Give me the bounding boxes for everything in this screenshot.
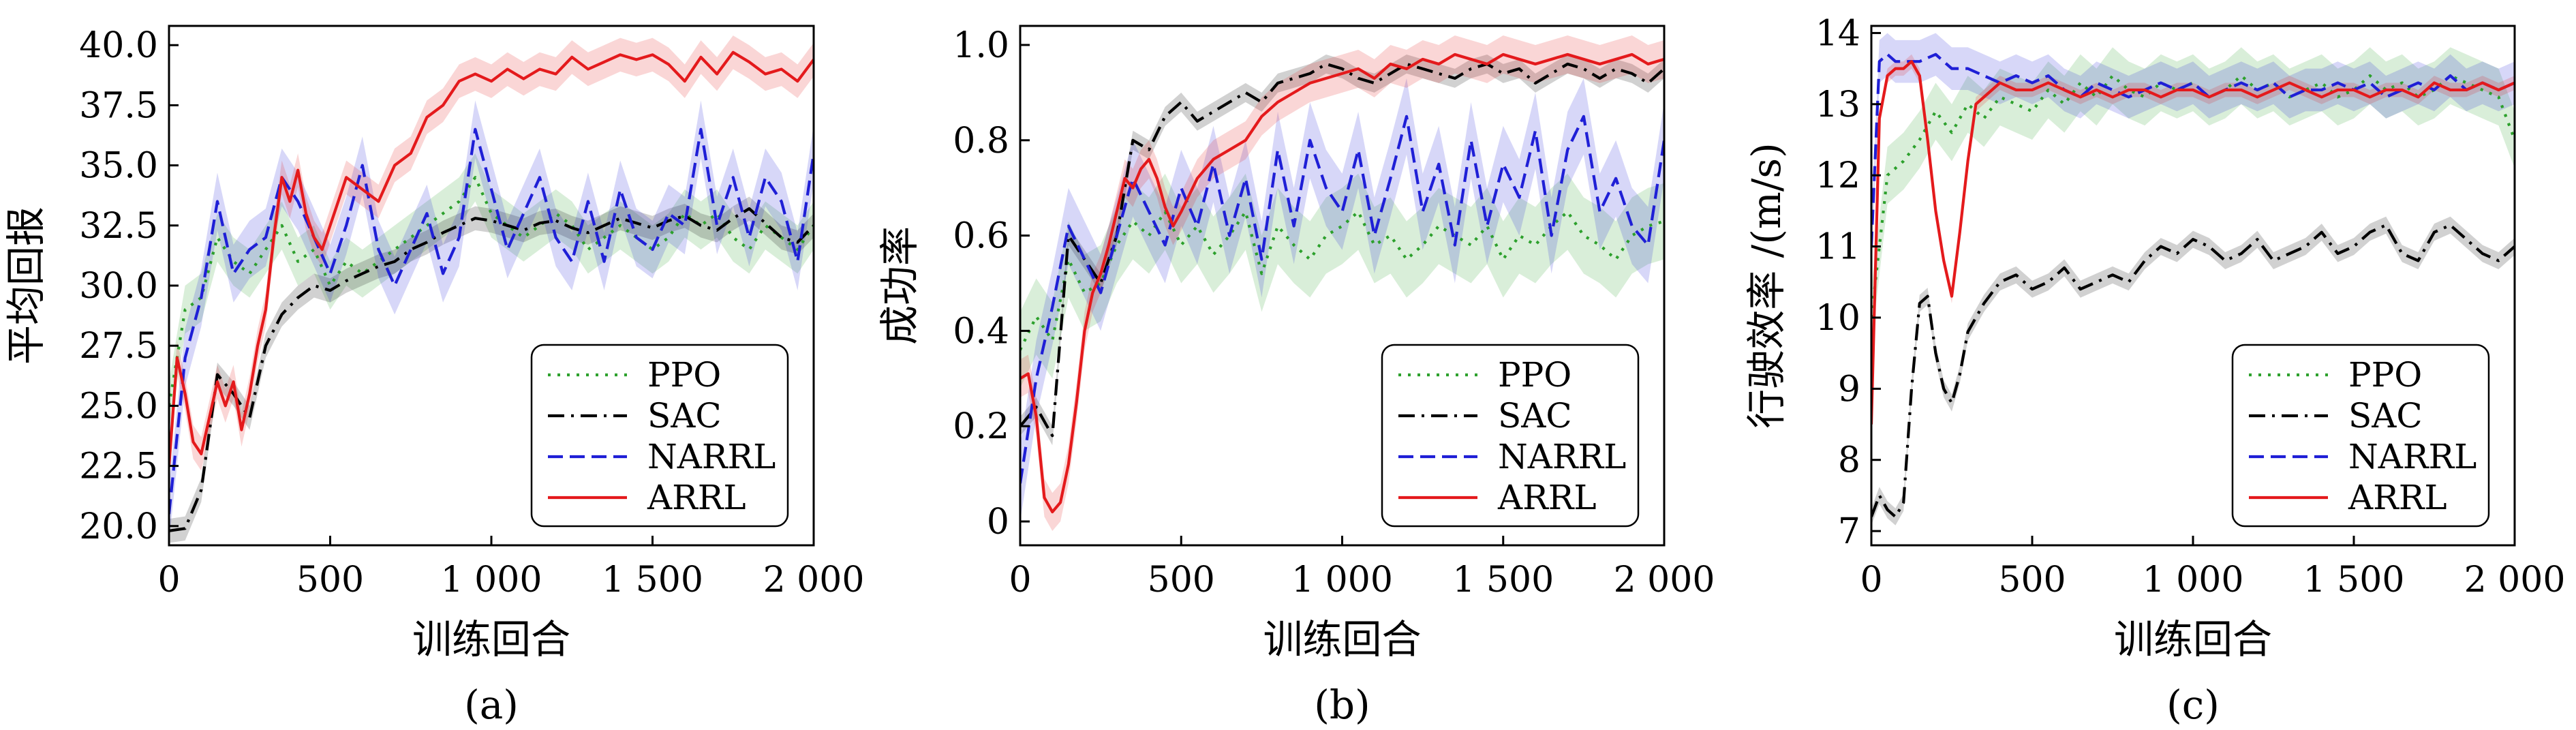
y-tick-label: 9 bbox=[1838, 369, 1860, 410]
series-sac bbox=[1871, 224, 2515, 519]
series-arrl bbox=[169, 50, 814, 466]
x-tick-label: 0 bbox=[157, 560, 180, 600]
y-tick-label: 0.6 bbox=[953, 216, 1009, 257]
legend-label-narrl: NARRL bbox=[647, 437, 776, 476]
y-tick-label: 35.0 bbox=[79, 146, 158, 187]
x-tick-label: 2 000 bbox=[1614, 560, 1715, 600]
series-narrl bbox=[169, 127, 814, 515]
y-tick-label: 0.2 bbox=[953, 406, 1009, 447]
legend-label-sac: SAC bbox=[647, 396, 722, 436]
y-tick-label: 11 bbox=[1815, 227, 1860, 268]
y-tick-label: 37.5 bbox=[79, 85, 158, 126]
x-axis-label: 训练回合 bbox=[412, 616, 570, 663]
y-tick-label: 0.4 bbox=[953, 311, 1009, 352]
band-ppo bbox=[169, 153, 814, 430]
x-tick-label: 1 500 bbox=[602, 560, 703, 600]
series-ppo bbox=[169, 176, 814, 406]
x-tick-label: 500 bbox=[1148, 560, 1215, 600]
panel-caption: (c) bbox=[2166, 682, 2220, 728]
band-ppo bbox=[1020, 173, 1664, 389]
legend-box bbox=[1381, 344, 1640, 528]
panel-a: 0 500 1 000 1 500 2 000 20.0 22.5 25.0 27.5 30.0 3… bbox=[3, 25, 864, 728]
y-tick-label: 30.0 bbox=[79, 266, 158, 307]
x-tick-label: 500 bbox=[296, 560, 364, 600]
y-tick-label: 20.0 bbox=[79, 506, 158, 547]
x-axis-label: 训练回合 bbox=[1263, 616, 1421, 663]
band-sac bbox=[1871, 216, 2515, 526]
y-tick-label: 14 bbox=[1815, 13, 1860, 54]
legend-label-ppo: PPO bbox=[1498, 355, 1571, 395]
legend-box bbox=[2231, 344, 2490, 528]
y-tick-label: 7 bbox=[1838, 511, 1860, 552]
series-arrl bbox=[1871, 60, 2515, 425]
y-tick-label: 22.5 bbox=[79, 446, 158, 487]
x-tick-label: 1 500 bbox=[2303, 560, 2405, 600]
legend-label-sac: SAC bbox=[2348, 396, 2423, 436]
y-tick-label: 40.0 bbox=[79, 25, 158, 66]
x-tick-label: 0 bbox=[1009, 560, 1031, 600]
y-tick-label: 8 bbox=[1838, 440, 1860, 481]
x-tick-label: 1 000 bbox=[2143, 560, 2244, 600]
x-tick-label: 1 000 bbox=[1291, 560, 1393, 600]
plot-area bbox=[169, 35, 814, 543]
band-ppo bbox=[1871, 47, 2515, 346]
y-tick-label: 12 bbox=[1815, 155, 1860, 196]
y-tick-label: 10 bbox=[1815, 298, 1860, 339]
y-axis-label: 行驶效率 /(m/s) bbox=[1743, 142, 1790, 429]
y-tick-label: 0.8 bbox=[953, 121, 1009, 162]
legend-label-ppo: PPO bbox=[647, 355, 721, 395]
plot-area bbox=[1871, 33, 2515, 526]
series-arrl bbox=[1020, 52, 1664, 514]
panel-caption: (a) bbox=[464, 682, 519, 728]
x-tick-label: 2 000 bbox=[2464, 560, 2566, 600]
band-arrl bbox=[1871, 54, 2515, 431]
y-axis-label: 成功率 bbox=[876, 226, 923, 345]
series-ppo bbox=[1871, 74, 2515, 318]
y-tick-label: 0 bbox=[987, 502, 1009, 543]
x-axis-label: 训练回合 bbox=[2114, 616, 2272, 663]
legend-label-narrl: NARRL bbox=[2348, 437, 2477, 476]
panel-b: 0 500 1 000 1 500 2 000 0 0.2 0.4 0.6 0.8 1.0 训练回合 成… bbox=[876, 25, 1715, 728]
x-tick-label: 2 000 bbox=[763, 560, 865, 600]
legend-label-narrl: NARRL bbox=[1498, 437, 1626, 476]
band-narrl bbox=[1871, 33, 2515, 268]
panel-caption: (b) bbox=[1314, 682, 1370, 728]
y-tick-label: 1.0 bbox=[953, 25, 1009, 66]
y-tick-label: 25.0 bbox=[79, 386, 158, 427]
legend-label-arrl: ARRL bbox=[2348, 478, 2447, 517]
legend-label-ppo: PPO bbox=[2348, 355, 2422, 395]
x-tick-label: 1 500 bbox=[1452, 560, 1554, 600]
y-tick-label: 13 bbox=[1815, 85, 1860, 125]
series-sac bbox=[1020, 62, 1664, 438]
y-tick-label: 27.5 bbox=[79, 326, 158, 367]
series-narrl bbox=[1871, 52, 2515, 247]
legend-box bbox=[530, 344, 789, 528]
legend-label-arrl: ARRL bbox=[647, 478, 746, 517]
legend-label-sac: SAC bbox=[1498, 396, 1572, 436]
panel-c: 0 500 1 000 1 500 2 000 7 8 9 10 11 12 13 14 训练回合 行驶效率… bbox=[1743, 13, 2565, 728]
y-axis-label: 平均回报 bbox=[3, 207, 49, 365]
x-tick-label: 1 000 bbox=[441, 560, 542, 600]
y-tick-label: 32.5 bbox=[79, 206, 158, 247]
x-tick-label: 0 bbox=[1860, 560, 1882, 600]
series-ppo bbox=[1020, 210, 1664, 351]
plot-area bbox=[1020, 35, 1664, 532]
x-tick-label: 500 bbox=[1998, 560, 2066, 600]
legend-label-arrl: ARRL bbox=[1497, 478, 1597, 517]
